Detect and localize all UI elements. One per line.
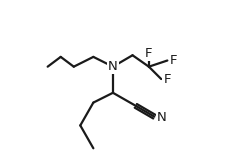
Text: N: N [157, 111, 167, 124]
Text: N: N [108, 60, 118, 73]
Text: F: F [170, 54, 178, 67]
Text: F: F [164, 73, 171, 86]
Text: F: F [145, 47, 153, 60]
